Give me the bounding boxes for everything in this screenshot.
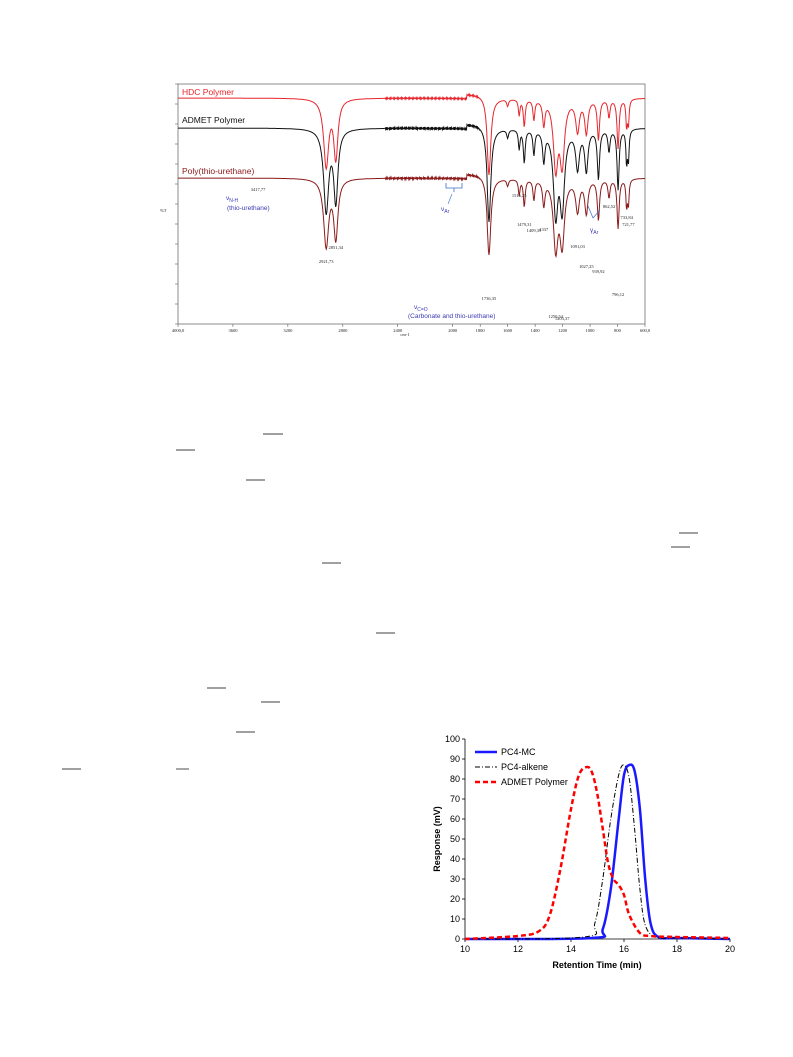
ir-series-label-hdc: HDC Polymer bbox=[182, 87, 234, 97]
ir-y-ticks bbox=[175, 83, 178, 325]
ir-x-tick-label: 1600 bbox=[503, 328, 513, 333]
gpc-x-tick-label: 12 bbox=[513, 944, 523, 954]
ir-peak-label: 1409,39 bbox=[527, 228, 542, 234]
ir-annotation-gamma-ar: γAr bbox=[587, 205, 601, 236]
gpc-legend-label-pc4-alkene: PC4-alkene bbox=[501, 762, 548, 772]
svg-text:νN-H: νN-H bbox=[226, 195, 239, 204]
ir-peak-label: 733,84 bbox=[621, 215, 634, 221]
ir-annotation-nh: νN-H (thio-urethane) bbox=[226, 195, 270, 212]
gpc-x-tick-label: 18 bbox=[672, 944, 682, 954]
gpc-y-tick-label: 20 bbox=[450, 894, 460, 904]
ir-annotation-co-sub: C=O bbox=[417, 307, 428, 313]
ir-peak-label: 1027,25 bbox=[579, 264, 594, 270]
ir-x-tick-label: 800 bbox=[614, 328, 622, 333]
ir-trace-admet bbox=[178, 122, 645, 224]
gpc-x-tick-label: 20 bbox=[725, 944, 735, 954]
ir-spectrum-chart: 4000,0 3600 3200 2800 2400 2000 1800 1600 1400 12… bbox=[160, 83, 651, 337]
gpc-y-tick-label: 60 bbox=[450, 814, 460, 824]
gpc-plot-area bbox=[465, 739, 730, 939]
svg-text:νC=O: νC=O bbox=[414, 304, 428, 313]
ir-annotation-co-note: (Carbonate and thio-urethane) bbox=[408, 313, 495, 320]
ir-peak-label: 862,52 bbox=[603, 204, 615, 210]
ir-peak-label: 1736,35 bbox=[482, 296, 497, 302]
ir-traces bbox=[178, 92, 645, 259]
ir-x-tick-label: 2400 bbox=[393, 328, 403, 333]
ir-peak-label: 939,92 bbox=[592, 269, 604, 275]
gpc-y-tick-label: 0 bbox=[455, 934, 460, 944]
ir-series-label-thiourethane: Poly(thio-urethane) bbox=[182, 166, 254, 176]
ir-annotation-nh-sub: N-H bbox=[229, 198, 238, 204]
ir-x-tick-label: 3600 bbox=[228, 328, 238, 333]
ir-peak-label: 1203,37 bbox=[555, 316, 570, 322]
ir-annotation-nh-symbol: ν bbox=[226, 195, 229, 202]
ir-x-tick-label: 1400 bbox=[531, 328, 541, 333]
svg-text:νAr: νAr bbox=[441, 206, 450, 215]
ir-peak-label: 2851,34 bbox=[329, 245, 344, 251]
gpc-x-tick-label: 14 bbox=[566, 944, 576, 954]
svg-text:γAr: γAr bbox=[590, 227, 599, 236]
gpc-traces bbox=[464, 763, 731, 941]
gpc-trace-admet bbox=[464, 765, 731, 941]
gpc-x-axis-label: Retention Time (min) bbox=[552, 960, 641, 970]
ir-peak-labels: 3417,77 2921,73 2851,34 1736,35 1516,25 1479,… bbox=[251, 187, 636, 322]
ir-x-tick-label: 2000 bbox=[448, 328, 458, 333]
ir-annotation-ar-sub: Ar bbox=[444, 209, 449, 215]
gpc-y-tick-label: 70 bbox=[450, 794, 460, 804]
ir-x-tick-label: 4000,0 bbox=[172, 328, 185, 334]
gpc-legend-label-pc4-mc: PC4-MC bbox=[501, 747, 536, 757]
ir-x-tick-label: 2800 bbox=[338, 328, 348, 333]
ir-peak-label: 796,12 bbox=[612, 292, 624, 298]
ir-x-tick-label: 1200 bbox=[558, 328, 568, 333]
citation-marks bbox=[62, 433, 698, 770]
ir-peak-label: 721,77 bbox=[622, 222, 635, 228]
ir-annotation-nh-note: (thio-urethane) bbox=[227, 205, 270, 212]
ir-plot-frame bbox=[177, 83, 646, 325]
gpc-y-tick-label: 90 bbox=[450, 754, 460, 764]
gpc-y-tick-label: 40 bbox=[450, 854, 460, 864]
ir-annotation-gamma-sub: Ar bbox=[593, 230, 598, 236]
ir-peak-label: 2921,73 bbox=[319, 259, 334, 265]
ir-y-axis-label: %T bbox=[160, 208, 167, 213]
ir-annotation-ar-arrow bbox=[447, 193, 453, 205]
ir-x-tick-label: 1800 bbox=[476, 328, 486, 333]
ir-trace-hdc bbox=[178, 92, 645, 179]
gpc-x-tick-label: 10 bbox=[460, 944, 470, 954]
ir-x-tick-label: 600,0 bbox=[640, 328, 651, 334]
gpc-y-tick-label: 10 bbox=[450, 914, 460, 924]
gpc-y-axis-label: Response (mV) bbox=[432, 806, 442, 872]
gpc-legend: PC4-MC PC4-alkene ADMET Polymer bbox=[475, 747, 568, 787]
ir-x-tick-label: 1000 bbox=[586, 328, 596, 333]
ir-annotation-ar-bracket bbox=[445, 183, 463, 192]
ir-peak-label: 1091,03 bbox=[570, 244, 585, 250]
ir-annotation-co: νC=O (Carbonate and thio-urethane) bbox=[408, 304, 495, 320]
ir-peak-label: 1516,25 bbox=[512, 193, 527, 199]
ir-trace-thiourethane bbox=[178, 172, 645, 259]
ir-series-label-admet: ADMET Polymer bbox=[182, 115, 245, 125]
gpc-legend-label-admet: ADMET Polymer bbox=[501, 777, 568, 787]
ir-x-tick-label: 3200 bbox=[283, 328, 293, 333]
gpc-x-tick-label: 16 bbox=[619, 944, 629, 954]
gpc-y-tick-label: 30 bbox=[450, 874, 460, 884]
ir-peak-label: 1479,31 bbox=[517, 222, 532, 228]
ir-peak-label: 1250,54 bbox=[548, 314, 563, 320]
ir-x-ticks: 4000,0 3600 3200 2800 2400 2000 1800 1600 1400 12… bbox=[172, 324, 651, 334]
ir-annotation-gamma-arrows bbox=[587, 205, 601, 219]
ir-peak-label: 1337 bbox=[539, 227, 549, 232]
ir-annotation-ar: νAr bbox=[441, 183, 463, 215]
ir-annotation-gamma-symbol: γ bbox=[590, 227, 594, 234]
ir-annotation-ar-symbol: ν bbox=[441, 206, 444, 213]
ir-peak-label: 3417,77 bbox=[251, 187, 266, 193]
ir-annotation-co-symbol: ν bbox=[414, 304, 417, 311]
gpc-y-tick-label: 100 bbox=[445, 734, 460, 744]
gpc-y-tick-label: 80 bbox=[450, 774, 460, 784]
ir-x-axis-label: cm-1 bbox=[400, 332, 409, 337]
gpc-y-tick-label: 50 bbox=[450, 834, 460, 844]
